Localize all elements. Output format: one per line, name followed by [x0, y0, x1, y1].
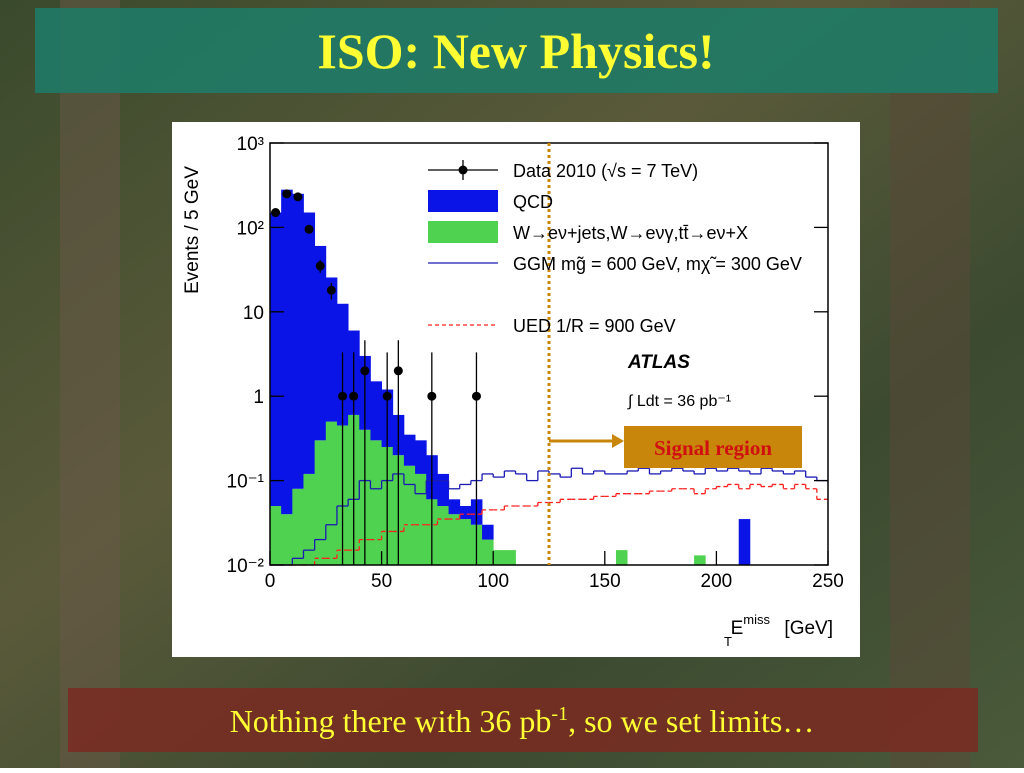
histogram-bar [314, 245, 327, 441]
data-point [382, 391, 392, 401]
legend-entry: GGM mg̃ = 600 GeV, mχ̃ = 300 GeV [428, 254, 802, 274]
data-point [315, 261, 325, 271]
caption: Nothing there with 36 pb-1, so we set li… [230, 703, 815, 739]
title-box [35, 8, 998, 93]
x-tick-label: 150 [589, 571, 621, 592]
histogram-bar [437, 473, 449, 507]
histogram-bar [314, 440, 327, 565]
caption-text: Nothing there with 36 pb [230, 703, 552, 739]
x-axis-label: Emiss [731, 612, 771, 639]
histogram-bar [493, 550, 505, 565]
histogram-bar [403, 434, 416, 466]
y-tick-label: 10³ [237, 134, 264, 155]
x-label-sup: miss [743, 612, 770, 627]
signal-arrowhead [612, 434, 624, 448]
luminosity-label: ∫ Ldt = 36 pb⁻¹ [627, 393, 731, 410]
x-label-sub: T [724, 634, 732, 649]
signal-label: Signal region [654, 436, 772, 460]
histogram-bar [448, 514, 461, 565]
histogram-bar [370, 440, 382, 565]
legend-label: QCD [513, 192, 553, 212]
histogram-bar [459, 519, 472, 565]
histogram-bar [292, 193, 304, 489]
histogram-bar [270, 506, 282, 565]
legend-entry: QCD [428, 190, 553, 212]
x-tick-label: 50 [371, 571, 392, 592]
y-tick-label: 10² [237, 218, 264, 239]
histogram-bar [270, 212, 282, 507]
x-tick-label: 100 [477, 571, 509, 592]
x-label-symbol: E [731, 618, 744, 639]
x-label-unit: [GeV] [784, 618, 833, 639]
data-point [349, 391, 359, 401]
caption-box [68, 688, 978, 752]
histogram-bar [292, 488, 304, 565]
tree [60, 0, 120, 768]
histogram-bar [448, 499, 461, 515]
histogram-bar [459, 506, 472, 520]
slide-title: ISO: New Physics! [317, 23, 714, 79]
legend-label: GGM mg̃ = 600 GeV, mχ̃ = 300 GeV [513, 254, 802, 274]
x-tick-label: 0 [265, 571, 276, 592]
data-point [282, 189, 292, 199]
histogram-bar [694, 555, 706, 565]
histogram-bar [370, 381, 382, 441]
legend-entry: UED 1/R = 900 GeV [428, 316, 676, 336]
data-point [326, 285, 336, 295]
histogram-bar [738, 519, 751, 565]
signal-box [624, 426, 802, 468]
plot-area [270, 189, 828, 566]
histogram-bar [437, 506, 449, 565]
data-point [304, 224, 314, 234]
histogram-bar [615, 550, 628, 565]
caption-sup: -1 [551, 703, 568, 725]
histogram-bar [325, 277, 338, 422]
legend-label: W→eν+jets,W→eνγ,tt̄→eν+X [513, 223, 748, 243]
histogram-bar [281, 189, 293, 515]
x-tick-label: 250 [812, 571, 844, 592]
legend-label: Data 2010 (√s = 7 TeV) [513, 161, 698, 181]
histogram-bar [504, 550, 516, 565]
caption-text: , so we set limits… [568, 703, 814, 739]
data-point [271, 208, 281, 218]
legend-entry: Data 2010 (√s = 7 TeV) [428, 160, 698, 181]
tree [890, 0, 970, 768]
data-point [360, 366, 370, 376]
histogram-bar [303, 212, 316, 474]
y-tick-label: 10⁻² [227, 556, 265, 577]
histogram-bar [403, 465, 416, 565]
data-point [427, 391, 437, 401]
histogram-bar [325, 421, 338, 565]
legend-swatch [428, 221, 498, 243]
data-point [338, 391, 348, 401]
y-axis-label: Events / 5 GeV [182, 166, 203, 294]
experiment-label: ATLAS [627, 352, 690, 373]
y-tick-label: 1 [253, 387, 264, 408]
histogram-bar [482, 539, 494, 565]
legend-entry: W→eν+jets,W→eνγ,tt̄→eν+X [428, 221, 748, 243]
y-tick-label: 10⁻¹ [227, 472, 265, 493]
legend-swatch [458, 165, 468, 175]
histogram-bar [415, 473, 427, 565]
data-point [393, 366, 403, 376]
histogram-bar [281, 514, 293, 565]
data-point [293, 192, 303, 202]
histogram-bar [482, 524, 494, 540]
y-tick-label: 10 [243, 303, 264, 324]
legend-swatch [428, 190, 498, 212]
data-point [471, 391, 481, 401]
legend-label: UED 1/R = 900 GeV [513, 316, 676, 336]
x-tick-label: 200 [701, 571, 733, 592]
histogram-bar [415, 440, 427, 474]
histogram-bar [303, 473, 316, 565]
